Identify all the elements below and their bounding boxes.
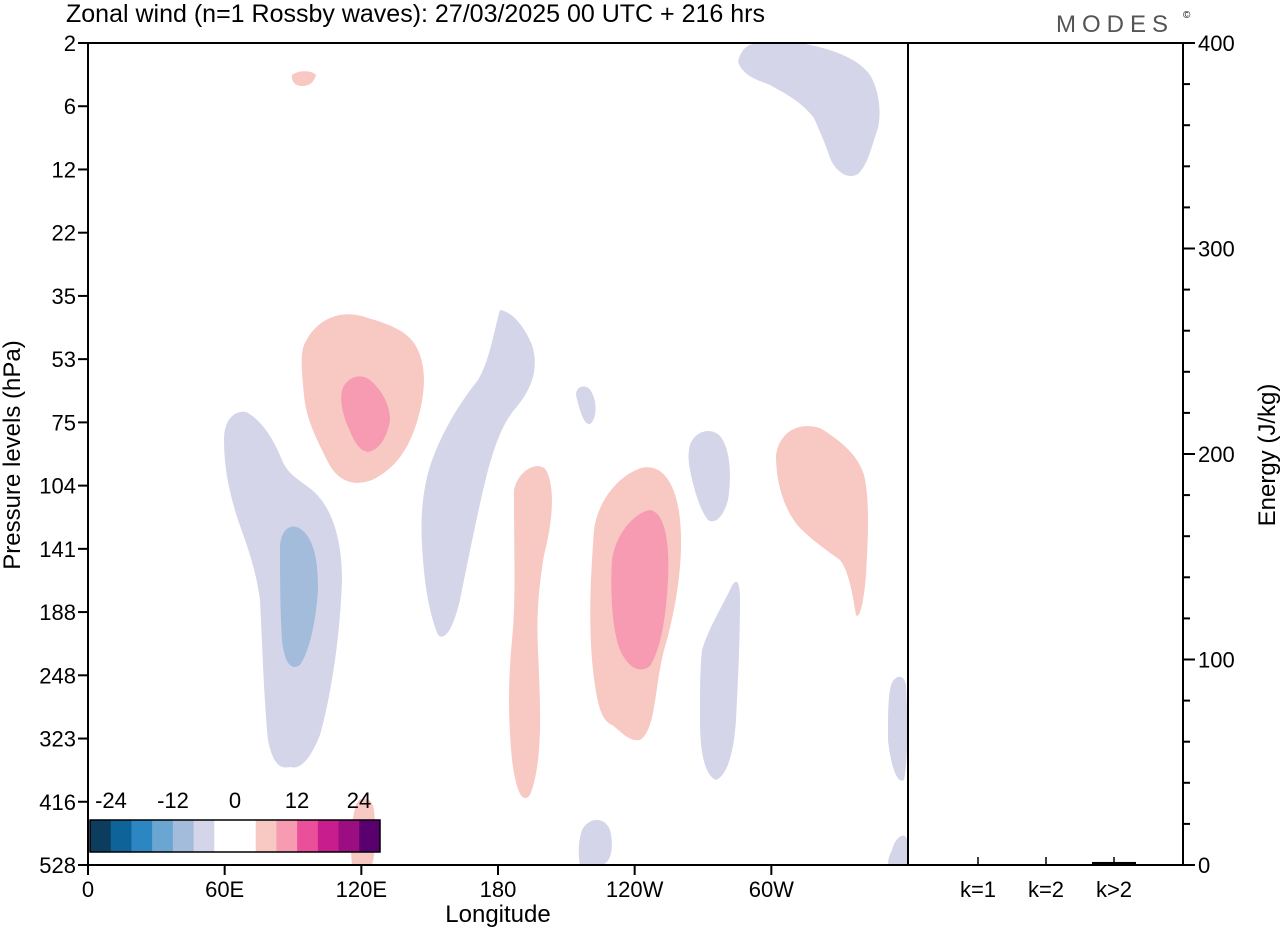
colorbar-swatch (255, 820, 277, 852)
energy-category-label: k=2 (1028, 877, 1064, 902)
contour-region (291, 71, 316, 86)
y-tick-label: 416 (39, 790, 76, 815)
contour-region (888, 835, 907, 865)
energy-tick-label: 0 (1198, 853, 1210, 878)
colorbar-tick-label: 0 (229, 788, 241, 813)
colorbar-swatch (193, 820, 215, 852)
colorbar-swatch (276, 820, 298, 852)
contour-region (888, 676, 908, 781)
colorbar-swatch (152, 820, 174, 852)
energy-bar (956, 864, 1000, 865)
contour-region (688, 430, 730, 522)
y-axis: 2 6 12 22 35 53 75 104 141 188 248 323 416 528 (39, 31, 88, 878)
y-tick-label: 35 (52, 284, 76, 309)
x-tick-label: 60W (749, 877, 794, 902)
colorbar-swatch (317, 820, 340, 852)
energy-axis-label: Energy (J/kg) (1254, 384, 1280, 527)
colorbar-tick-label: -12 (157, 788, 189, 813)
colorbar: -24 -12 0 12 24 (89, 788, 381, 853)
x-tick-label: 0 (82, 877, 94, 902)
y-tick-label: 53 (52, 347, 76, 372)
colorbar-swatch (297, 820, 319, 852)
contour-region (576, 386, 596, 425)
energy-tick-label: 200 (1198, 442, 1235, 467)
y-axis-label: Pressure levels (hPa) (0, 340, 26, 569)
contour-region (421, 310, 535, 637)
contour-field (224, 43, 908, 865)
contour-region (280, 526, 318, 668)
energy-category-label: k>2 (1096, 877, 1132, 902)
contour-region (738, 43, 880, 177)
contour-region (341, 376, 390, 452)
y-tick-label: 12 (52, 157, 76, 182)
x-axis: 0 60E 120E 180 120W 60W (82, 865, 794, 902)
colorbar-swatch (172, 820, 195, 852)
energy-tick-label: 300 (1198, 237, 1235, 262)
colorbar-swatch (235, 820, 257, 852)
y-tick-label: 323 (39, 727, 76, 752)
colorbar-tick-label: -24 (95, 788, 127, 813)
colorbar-swatch (359, 820, 381, 852)
x-tick-label: 120E (336, 877, 387, 902)
energy-tick-label: 100 (1198, 648, 1235, 673)
y-tick-label: 6 (64, 94, 76, 119)
y-tick-label: 75 (52, 410, 76, 435)
brand-logo: MODES (1056, 11, 1174, 38)
y-tick-label: 528 (39, 853, 76, 878)
colorbar-tick-label: 12 (285, 788, 309, 813)
y-tick-label: 188 (39, 600, 76, 625)
contour-region (700, 581, 740, 780)
y-tick-label: 2 (64, 31, 76, 56)
y-tick-label: 248 (39, 663, 76, 688)
energy-bar (1092, 861, 1136, 865)
chart-title: Zonal wind (n=1 Rossby waves): 27/03/202… (66, 0, 765, 28)
x-tick-label: 180 (480, 877, 517, 902)
colorbar-swatch (110, 820, 132, 852)
colorbar-frame (89, 819, 381, 853)
colorbar-swatch (131, 820, 153, 852)
x-tick-label: 60E (205, 877, 244, 902)
x-tick-label: 120W (606, 877, 664, 902)
x-axis-label: Longitude (445, 901, 550, 928)
brand-copyright-mark: © (1183, 10, 1191, 21)
energy-bars: k=1 k=2 k>2 (956, 857, 1136, 902)
y-tick-label: 104 (39, 474, 76, 499)
y-tick-label: 22 (52, 221, 76, 246)
energy-bar (1024, 864, 1068, 865)
colorbar-swatch (214, 820, 236, 852)
colorbar-swatch (338, 820, 360, 852)
colorbar-swatch (90, 820, 112, 852)
energy-axis: 0 100 200 300 400 (1183, 31, 1235, 878)
contour-region (776, 426, 868, 616)
energy-tick-label: 400 (1198, 31, 1235, 56)
contour-region (509, 466, 552, 799)
colorbar-tick-label: 24 (347, 788, 371, 813)
contour-region (578, 819, 612, 865)
contour-region (611, 510, 669, 670)
energy-category-label: k=1 (960, 877, 996, 902)
y-tick-label: 141 (39, 537, 76, 562)
